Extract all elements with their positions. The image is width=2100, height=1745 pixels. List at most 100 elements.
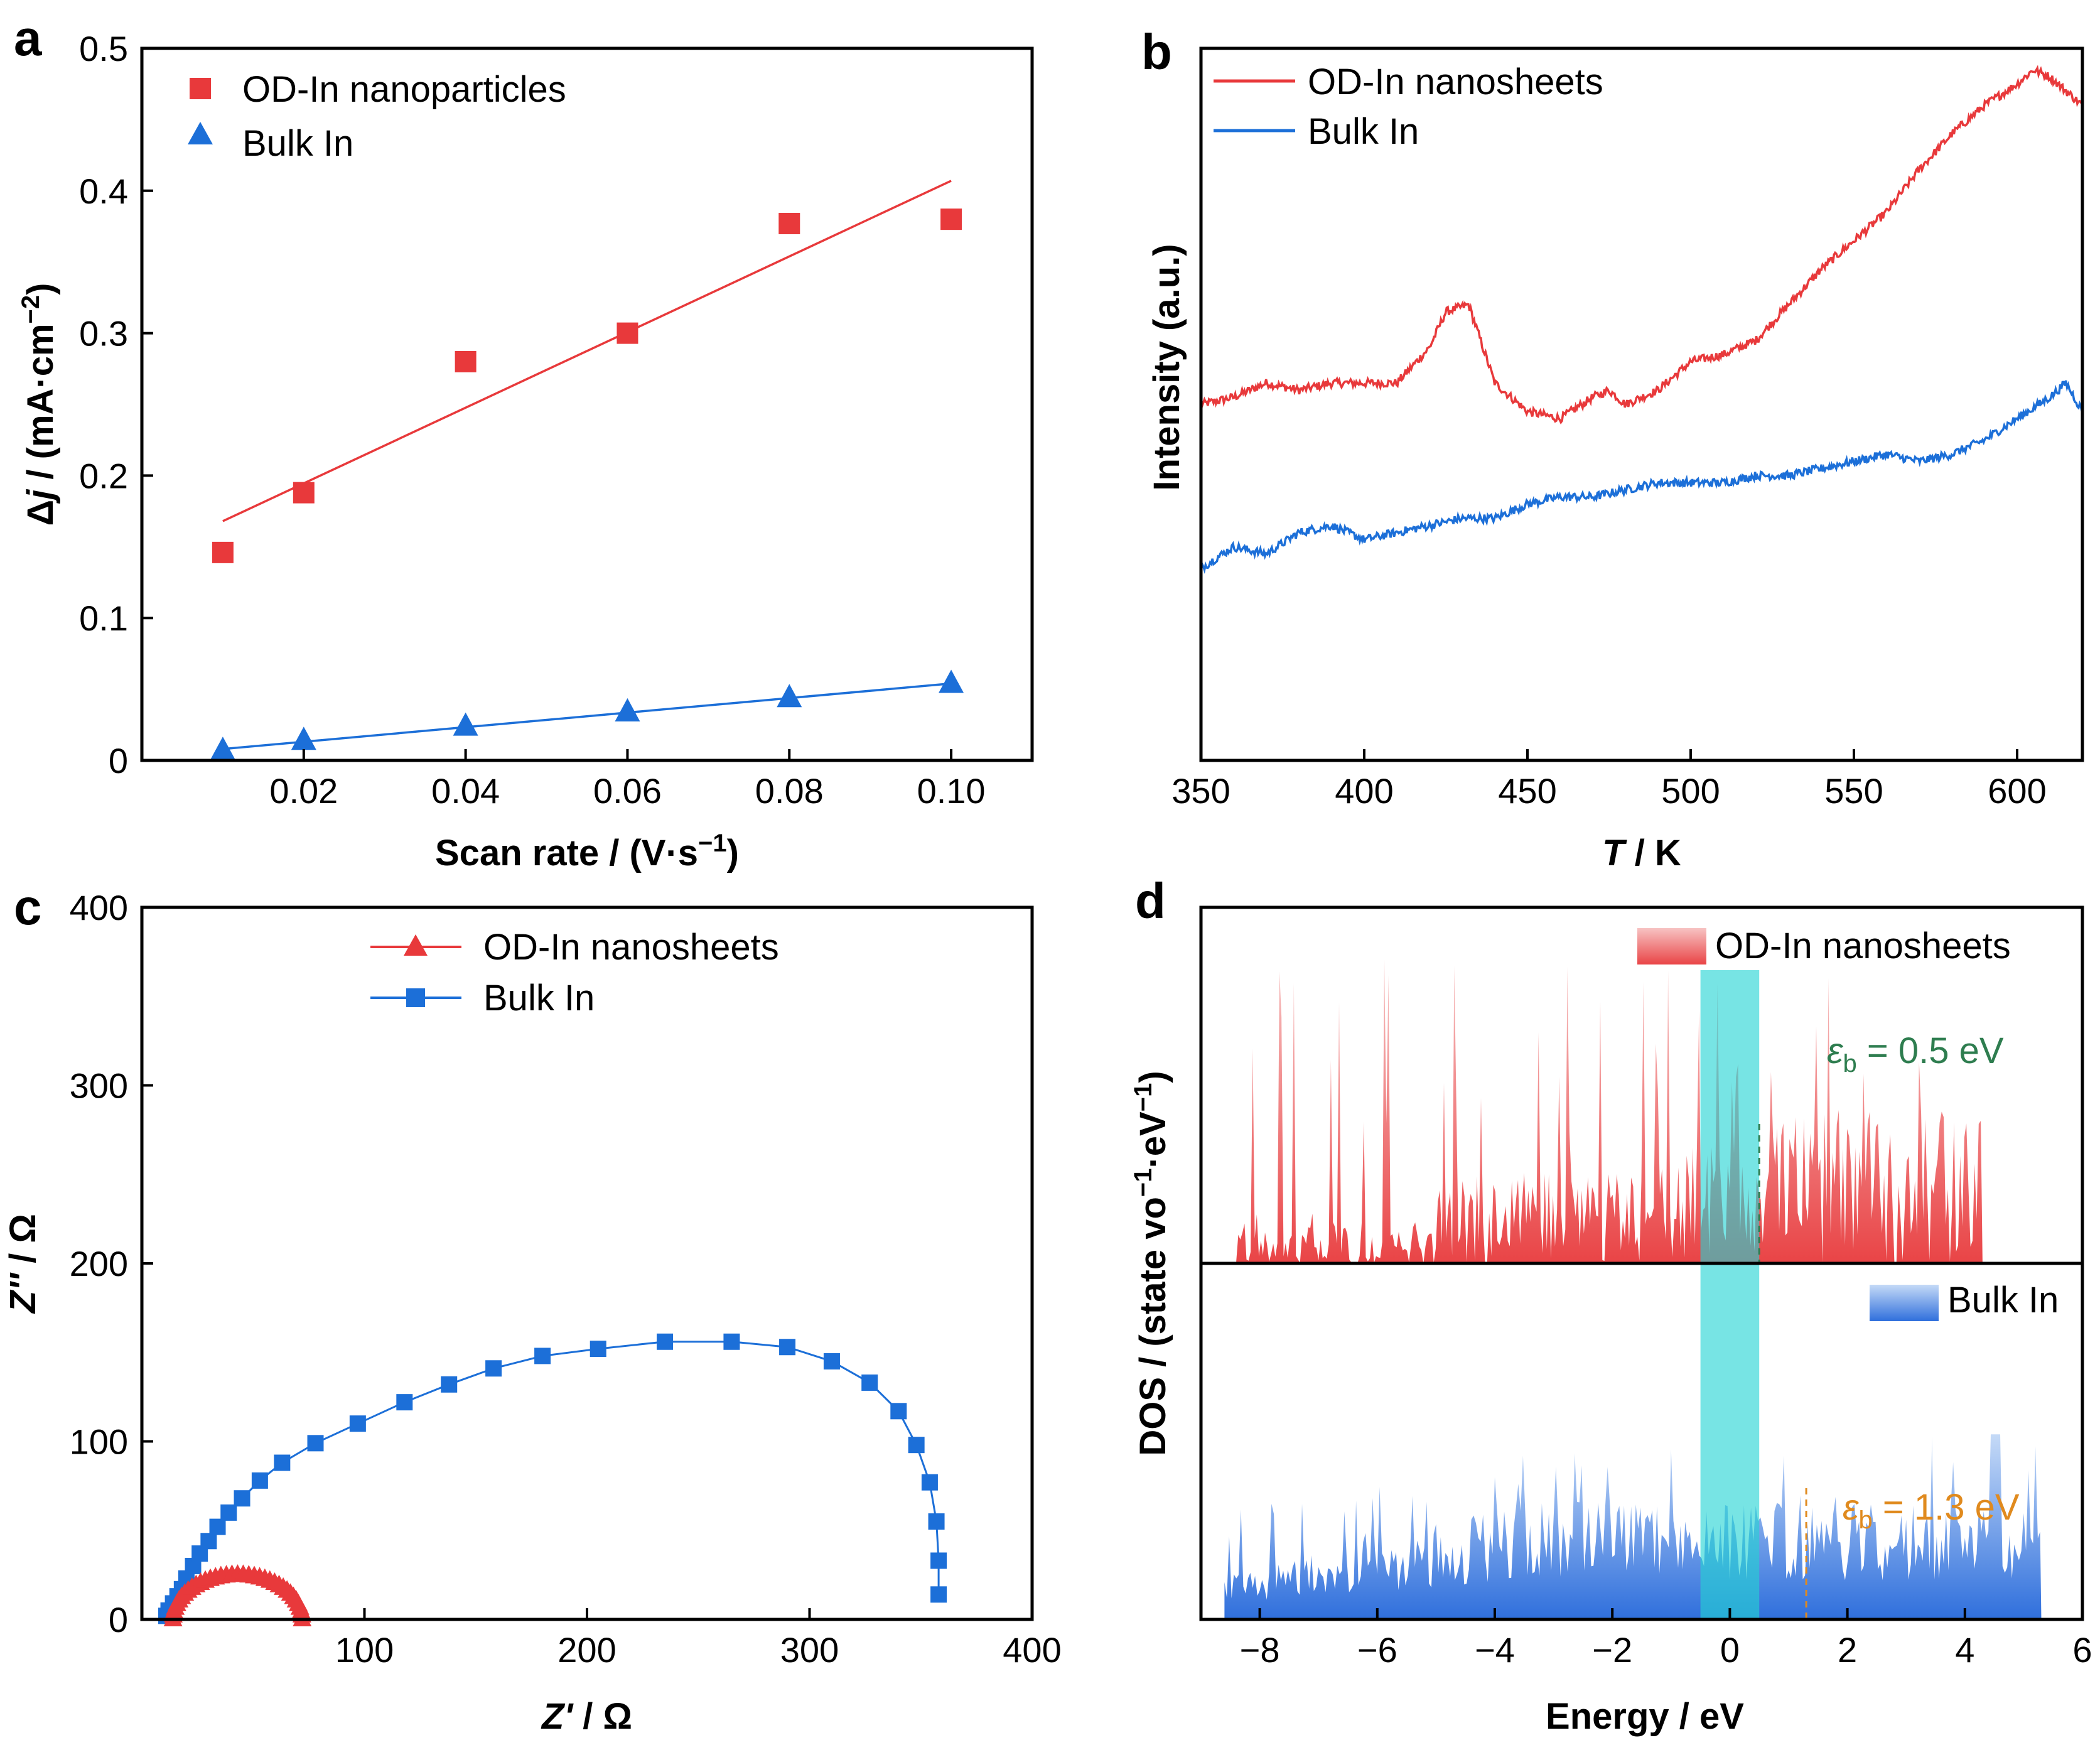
data-point-bulk-a — [615, 698, 640, 721]
x-tick-label-a: 0.04 — [431, 771, 500, 811]
y-tick-label-c: 200 — [70, 1244, 128, 1283]
y-tick-label-c: 300 — [70, 1066, 128, 1106]
y-tick-label-c: 400 — [70, 888, 128, 927]
data-point-bulk-c — [274, 1454, 291, 1471]
data-point-bulk-c — [534, 1348, 551, 1364]
plot-area-d — [1224, 959, 2042, 1619]
x-tick-label-b: 350 — [1171, 771, 1230, 811]
x-tick-label-a: 0.02 — [269, 771, 338, 811]
data-point-bulk-c — [890, 1403, 907, 1420]
legend-label-nanosheets-c: OD-In nanosheets — [483, 927, 779, 968]
y-axis-title-d: DOS / (state vo−1·eV−1) — [1129, 1071, 1173, 1456]
data-point-nanoparticles — [940, 208, 962, 230]
annotation-eb-nanosheets: εb = 0.5 eV — [1827, 1030, 2004, 1078]
data-point-bulk-c — [921, 1474, 938, 1491]
panel-b: b 350 400 450 500 550 600 T / K Intensity (a.… — [1141, 24, 2084, 873]
x-tick-label-a: 0.08 — [755, 771, 824, 811]
data-point-bulk-c — [307, 1435, 324, 1452]
trace-bulk-b — [1201, 380, 2082, 574]
legend-label-bulk-a: Bulk In — [242, 123, 353, 164]
legend-swatch-nanosheets-d — [1637, 928, 1706, 964]
highlight-band — [1700, 970, 1760, 1619]
y-axis-title-a: Δj / (mA·cm−2) — [17, 283, 61, 526]
ticks-a: 0.02 0.04 0.06 0.08 0.10 0 0.1 0.2 0.3 0.4 0.5 — [79, 29, 985, 811]
dos-area-bulk — [1224, 1434, 2042, 1619]
x-tick-label-b: 450 — [1498, 771, 1556, 811]
y-tick-label-a: 0.5 — [79, 29, 128, 68]
data-point-bulk-c — [441, 1376, 458, 1393]
axes-frame-a — [140, 46, 1034, 762]
x-tick-label-d: 4 — [1955, 1630, 1974, 1670]
x-tick-label-b: 600 — [1988, 771, 2046, 811]
x-tick-label-d: −2 — [1592, 1630, 1632, 1670]
panel-d: d −8 −6 −4 −2 0 2 4 6 Energy / eV DOS / (state … — [1129, 873, 2092, 1737]
data-point-bulk-c — [928, 1513, 945, 1530]
ticks-b: 350 400 450 500 550 600 — [1171, 749, 2047, 811]
data-point-bulk-c — [209, 1518, 226, 1535]
fit-line-nanoparticles — [222, 180, 952, 522]
data-point-bulk-c — [200, 1533, 217, 1550]
panel-c: c 100 200 300 400 0 100 200 300 400 Z' / Ω Z'' /… — [3, 879, 1062, 1737]
data-point-bulk-c — [908, 1437, 925, 1454]
data-point-bulk-c — [930, 1552, 947, 1569]
data-point-bulk-c — [779, 1339, 796, 1356]
x-tick-label-a: 0.06 — [593, 771, 662, 811]
x-tick-label-d: −4 — [1475, 1630, 1515, 1670]
x-axis-title-a: Scan rate / (V·s−1) — [435, 829, 739, 873]
x-tick-label-d: 6 — [2072, 1630, 2092, 1670]
x-axis-title-d: Energy / eV — [1546, 1696, 1744, 1737]
x-tick-label-b: 500 — [1661, 771, 1720, 811]
legend-label-bulk-d: Bulk In — [1947, 1280, 2059, 1321]
data-point-bulk-c — [861, 1374, 878, 1391]
data-point-nanoparticles — [455, 350, 477, 372]
data-point-bulk-c — [396, 1394, 413, 1411]
data-point-nanoparticles — [617, 322, 638, 344]
x-tick-label-b: 550 — [1824, 771, 1883, 811]
legend-marker-triangle-c — [404, 934, 428, 956]
legend-marker-triangle — [188, 122, 213, 144]
plot-area-c — [158, 1333, 947, 1626]
y-axis-title-b: Intensity (a.u.) — [1146, 244, 1187, 490]
legend-b: OD-In nanosheets Bulk In — [1214, 62, 1603, 152]
ticks-c: 100 200 300 400 0 100 200 300 400 — [70, 888, 1062, 1670]
data-point-nanosheets-c — [293, 1609, 312, 1626]
x-axis-title-b: T / K — [1602, 833, 1681, 873]
plot-area-a — [210, 180, 964, 760]
axes-frame-b — [1199, 46, 2084, 762]
x-tick-label-d: 2 — [1838, 1630, 1857, 1670]
data-point-nanoparticles — [293, 482, 315, 504]
data-point-bulk-c — [590, 1341, 606, 1358]
panel-label-c: c — [14, 879, 42, 935]
y-tick-label-a: 0 — [109, 741, 128, 781]
legend-swatch-bulk-d — [1870, 1285, 1939, 1321]
legend-d: OD-In nanosheets Bulk In — [1637, 926, 2059, 1321]
data-point-bulk-c — [220, 1504, 237, 1521]
data-point-bulk-c — [485, 1360, 502, 1377]
annotation-eb-bulk: εb = 1.3 eV — [1843, 1487, 2020, 1534]
legend-label-nanosheets-d: OD-In nanosheets — [1715, 926, 2011, 966]
data-point-bulk-c — [349, 1415, 366, 1432]
y-tick-label-a: 0.1 — [79, 598, 128, 638]
x-tick-label-a: 0.10 — [917, 771, 986, 811]
data-point-bulk-a — [291, 727, 316, 750]
panel-label-d: d — [1135, 873, 1166, 929]
data-point-bulk-c — [251, 1472, 268, 1489]
data-point-nanoparticles — [778, 212, 800, 234]
data-point-bulk-a — [453, 712, 478, 736]
legend-label-nanoparticles: OD-In nanoparticles — [242, 69, 566, 110]
y-tick-label-c: 100 — [70, 1422, 128, 1462]
legend-label-nanosheets-b: OD-In nanosheets — [1308, 62, 1603, 102]
trace-bulk-c — [165, 1341, 940, 1616]
legend-label-bulk-c: Bulk In — [483, 978, 595, 1018]
x-tick-label-c: 100 — [335, 1630, 394, 1670]
x-axis-title-c: Z' / Ω — [541, 1696, 632, 1737]
plot-area-b — [1201, 65, 2082, 574]
legend-c: OD-In nanosheets Bulk In — [370, 927, 779, 1018]
x-tick-label-c: 200 — [557, 1630, 616, 1670]
legend-label-bulk-b: Bulk In — [1308, 111, 1419, 152]
ticks-d: −8 −6 −4 −2 0 2 4 6 — [1240, 1608, 2092, 1670]
panel-label-a: a — [14, 10, 42, 66]
y-tick-label-a: 0.2 — [79, 456, 128, 495]
data-point-bulk-c — [657, 1333, 674, 1350]
